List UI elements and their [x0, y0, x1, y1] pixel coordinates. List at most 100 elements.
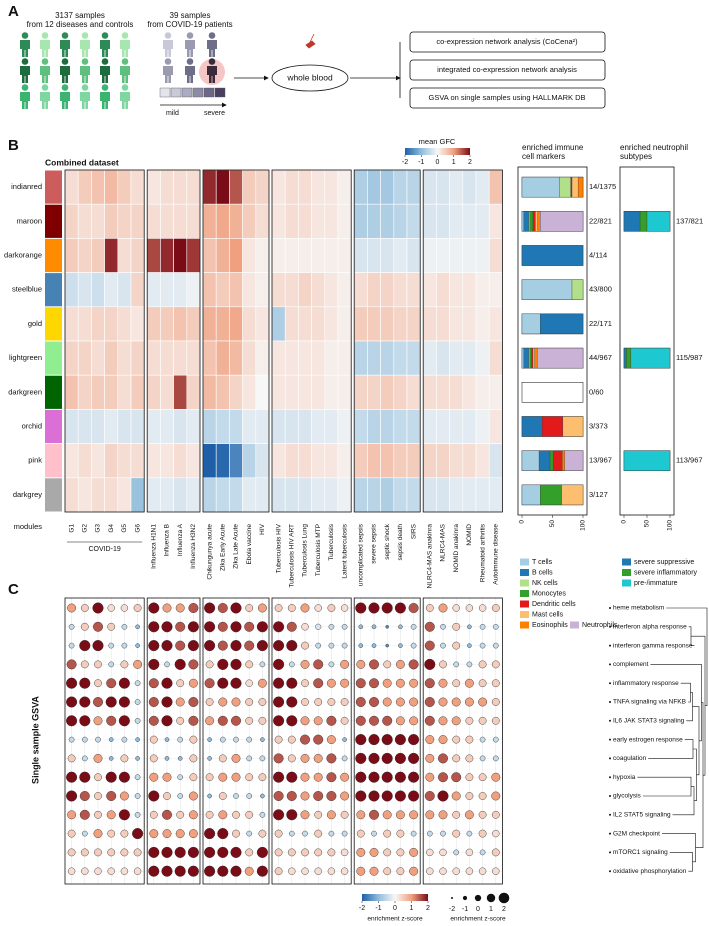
- enrichment-dot: [491, 698, 500, 706]
- enrichment-dot: [245, 660, 254, 669]
- heatmap-cell: [422, 272, 437, 308]
- enrichment-dot: [465, 735, 474, 744]
- group-frame: [202, 169, 270, 513]
- heatmap-cell: [202, 409, 217, 444]
- enrichment-dot: [231, 753, 241, 763]
- enrichment-dot: [327, 604, 336, 612]
- module-color: [45, 444, 62, 478]
- heatmap-cell: [146, 238, 161, 273]
- enrichment-dot: [81, 867, 89, 875]
- enrichment-dot: [452, 829, 461, 838]
- enrichment-dot: [207, 737, 212, 742]
- heatmap-cell: [488, 409, 503, 444]
- enrichment-dot: [300, 772, 310, 782]
- enrichment-dot: [326, 715, 337, 726]
- heatmap-cell: [91, 477, 105, 513]
- heatmap-cell: [353, 443, 368, 479]
- enrichment-dot: [94, 848, 102, 857]
- enrichment-dot: [107, 848, 116, 857]
- heatmap-cell: [462, 169, 477, 205]
- enrichment-dot: [217, 621, 228, 632]
- enrichment-dot: [368, 790, 380, 802]
- enrichment-dot: [302, 830, 308, 837]
- enrichment-dot: [177, 756, 183, 761]
- enrichment-dot: [369, 866, 379, 876]
- enrichment-dot: [385, 625, 389, 629]
- enrichment-dot: [491, 604, 500, 612]
- heatmap-cell: [475, 477, 490, 513]
- colorbar-tick-label: 0: [436, 159, 440, 166]
- colorbar: [405, 148, 470, 155]
- legend-label: Eosinophils: [532, 622, 568, 629]
- heatmap-cell: [91, 340, 105, 376]
- heatmap-cell: [367, 203, 381, 239]
- enrichment-dot: [356, 866, 366, 876]
- enrichment-dot: [464, 678, 474, 688]
- enrichment-dot: [66, 677, 78, 689]
- column-label: G3: [95, 524, 102, 533]
- enrichment-dot: [328, 830, 335, 837]
- heatmap-cell: [449, 306, 464, 342]
- enrichment-dot: [119, 791, 129, 801]
- count-label: 3/373: [589, 421, 608, 430]
- heatmap-cell: [353, 203, 368, 239]
- heatmap-cell: [229, 203, 243, 239]
- module-label: gold: [28, 319, 42, 328]
- enrichment-dot: [107, 867, 115, 875]
- enrichment-dot: [94, 810, 102, 819]
- panel-label: A: [8, 3, 19, 20]
- enrichment-dot: [188, 659, 199, 670]
- enrichment-dot: [246, 736, 253, 743]
- enrichment-dot: [382, 810, 392, 820]
- heatmap-cell: [117, 306, 132, 342]
- column-label: Ebola vaccine: [246, 524, 253, 565]
- heatmap-cell: [324, 374, 339, 410]
- bullet: [609, 644, 611, 647]
- bar-segment: [540, 484, 562, 506]
- heatmap-cell: [77, 477, 92, 513]
- enrichment-dot: [257, 603, 267, 613]
- enrichment-dot: [164, 661, 170, 668]
- enrichment-dot: [176, 679, 185, 688]
- enrichment-dot: [133, 659, 143, 669]
- enrichment-dot: [94, 773, 102, 782]
- bar-segment: [626, 347, 632, 369]
- heatmap-cell: [324, 169, 339, 205]
- heatmap-cell: [284, 443, 299, 479]
- pathway-label: mTORC1 signaling: [613, 849, 668, 856]
- heatmap-cell: [186, 477, 201, 513]
- enrichment-dot: [300, 753, 310, 763]
- enrichment-dot: [408, 603, 419, 613]
- heatmap-cell: [353, 306, 368, 342]
- enrichment-dot: [134, 811, 141, 818]
- count-label: 14/1375: [589, 182, 616, 191]
- enrichment-dot: [260, 793, 265, 799]
- heatmap-cell: [380, 238, 395, 273]
- enrichment-dot: [314, 604, 322, 612]
- enrichment-dot: [230, 658, 242, 670]
- enrichment-dot: [409, 810, 419, 820]
- bar-segment: [639, 211, 648, 232]
- enrichment-dot: [410, 642, 417, 649]
- column-label: Rheumatoid arthritis: [479, 523, 486, 582]
- enrichment-dot: [260, 737, 265, 742]
- enrichment-dot: [94, 867, 102, 875]
- enrichment-dot: [245, 810, 254, 819]
- severity-step: [192, 87, 204, 98]
- axis-tick-label: 100: [667, 520, 674, 531]
- bullet: [609, 757, 611, 760]
- heatmap-cell: [255, 409, 270, 444]
- cohort-count: 3137 samples: [55, 11, 105, 20]
- analysis-label: GSVA on single samples using HALLMARK DB: [428, 93, 585, 102]
- heatmap-cell: [91, 374, 105, 410]
- module-color: [45, 273, 62, 307]
- bullet: [609, 870, 611, 873]
- heatmap-cell: [215, 374, 230, 410]
- heatmap-cell: [422, 409, 437, 444]
- enrichment-dot: [479, 642, 486, 649]
- column-label: Zika Late Acute: [233, 524, 240, 569]
- enrichment-dot: [106, 810, 116, 820]
- enrichment-dot: [67, 754, 76, 763]
- enrichment-dot: [273, 677, 285, 689]
- heatmap-cell: [117, 443, 132, 479]
